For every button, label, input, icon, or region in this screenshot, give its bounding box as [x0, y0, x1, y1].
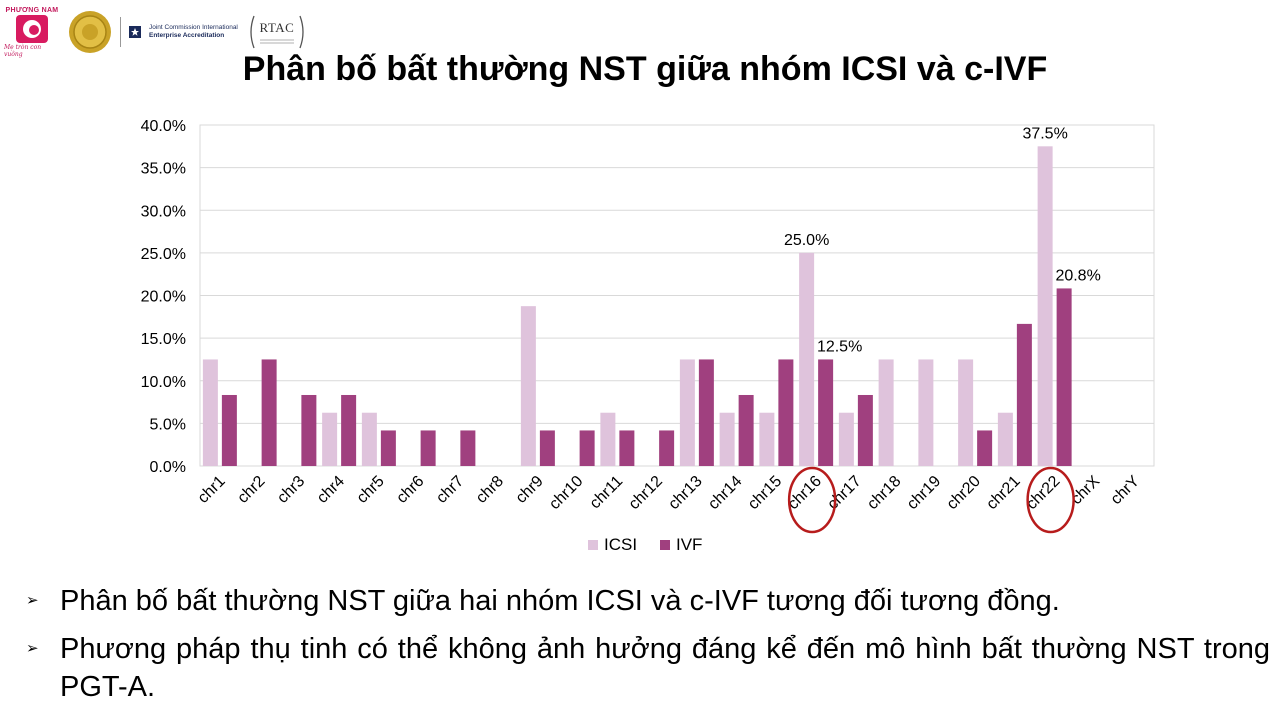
x-tick-label: chr6	[393, 473, 427, 507]
bar-icsi-chr9	[520, 306, 536, 466]
highlight-circle	[787, 466, 837, 534]
x-tick-label: chr4	[314, 473, 348, 507]
bar-ivf-chr16	[818, 359, 834, 466]
y-tick-label: 10.0%	[141, 374, 186, 391]
bullet-text: Phương pháp thụ tinh có thể không ảnh hư…	[60, 633, 1270, 703]
header-logos: PHƯƠNG NAM Mẹ tròn con vuông Joint Commi…	[4, 4, 308, 60]
jci-star-icon	[129, 26, 141, 38]
data-label: 37.5%	[1022, 125, 1067, 142]
bar-icsi-chr20	[958, 359, 974, 466]
y-tick-label: 30.0%	[141, 203, 186, 220]
legend-label: IVF	[676, 535, 702, 554]
bar-icsi-chr15	[759, 412, 775, 466]
x-tick-label: chr13	[665, 473, 705, 513]
jci-line1: Joint Commission International	[149, 24, 238, 31]
legend-swatch-icsi	[588, 540, 598, 550]
y-tick-label: 35.0%	[141, 161, 186, 178]
bar-ivf-chr17	[857, 394, 873, 466]
data-label: 12.5%	[817, 338, 862, 355]
bar-icsi-chr11	[600, 412, 616, 466]
x-tick-label: chr20	[944, 473, 984, 513]
x-tick-label: chr14	[705, 473, 745, 513]
bar-icsi-chr21	[997, 412, 1013, 466]
logo-divider	[120, 17, 121, 47]
y-tick-label: 25.0%	[141, 246, 186, 263]
bar-ivf-chr11	[619, 430, 635, 466]
rtac-emblem-icon	[250, 15, 304, 49]
bar-icsi-chr17	[838, 412, 854, 466]
data-label: 20.8%	[1055, 267, 1100, 284]
rtac-logo: RTAC	[246, 10, 308, 54]
x-tick-label: chr19	[904, 473, 944, 513]
x-tick-label: chr21	[983, 473, 1023, 513]
bar-icsi-chr5	[361, 412, 377, 466]
bar-ivf-chr9	[539, 430, 555, 466]
y-tick-label: 40.0%	[141, 118, 186, 135]
bullet-item: ➢ Phân bố bất thường NST giữa hai nhóm I…	[26, 582, 1270, 620]
bar-ivf-chr4	[341, 394, 357, 466]
phuong-nam-tagline: Mẹ tròn con vuông	[4, 43, 42, 58]
x-tick-label: chr12	[626, 473, 666, 513]
jci-accreditation-text: Joint Commission International Enterpris…	[149, 24, 238, 40]
x-tick-label: chr7	[433, 473, 467, 507]
legend-swatch-ivf	[660, 540, 670, 550]
x-tick-label: chrY	[1108, 473, 1144, 509]
x-tick-label: chr8	[473, 473, 507, 507]
x-tick-label: chr2	[234, 473, 268, 507]
bar-ivf-chr3	[301, 394, 317, 466]
bar-icsi-chr18	[878, 359, 894, 466]
phuong-nam-logo-text: PHƯƠNG NAM	[5, 6, 59, 14]
jci-gold-seal-icon	[69, 11, 111, 53]
phuong-nam-emblem-icon	[16, 14, 48, 43]
bar-ivf-chr6	[420, 430, 436, 466]
x-tick-label: chr5	[354, 473, 388, 507]
y-tick-label: 5.0%	[150, 416, 186, 433]
bullet-list: ➢ Phân bố bất thường NST giữa hai nhóm I…	[26, 582, 1270, 716]
bar-ivf-chr12	[659, 430, 675, 466]
x-tick-label: chr3	[274, 473, 308, 507]
rtac-text: RTAC	[259, 20, 295, 35]
bar-ivf-chr21	[1016, 323, 1032, 466]
legend-label: ICSI	[604, 535, 637, 554]
bar-ivf-chr1	[221, 394, 237, 466]
phuong-nam-logo: PHƯƠNG NAM Mẹ tròn con vuông	[4, 7, 60, 58]
x-tick-label: chr11	[587, 473, 627, 513]
highlight-circle	[1026, 466, 1075, 534]
bar-ivf-chr2	[261, 359, 277, 466]
bar-ivf-chr14	[738, 394, 754, 466]
bar-icsi-chr19	[918, 359, 934, 466]
bullet-item: ➢ Phương pháp thụ tinh có thể không ảnh …	[26, 630, 1270, 706]
bullet-text: Phân bố bất thường NST giữa hai nhóm ICS…	[60, 585, 1060, 617]
data-label: 25.0%	[784, 232, 829, 249]
bar-ivf-chr10	[579, 430, 595, 466]
arrow-bullet-icon: ➢	[26, 592, 39, 609]
bar-icsi-chr13	[679, 359, 695, 466]
bar-ivf-chr20	[977, 430, 993, 466]
bar-ivf-chr5	[380, 430, 396, 466]
bar-chart: 0.0% 5.0% 10.0% 15.0% 20.0% 25.0% 30.0% 35.0% 40…	[141, 118, 1155, 554]
bar-ivf-chr15	[778, 359, 794, 466]
x-tick-label: chr10	[546, 473, 586, 513]
bar-icsi-chr14	[719, 412, 735, 466]
bar-icsi-chr4	[322, 412, 338, 466]
bar-ivf-chr13	[698, 359, 714, 466]
y-tick-label: 15.0%	[141, 331, 186, 348]
bar-ivf-chr7	[460, 430, 476, 466]
bar-icsi-chr16	[799, 252, 815, 466]
y-tick-label: 0.0%	[150, 459, 186, 476]
y-tick-label: 20.0%	[141, 289, 186, 306]
x-tick-label: chr1	[195, 473, 229, 507]
bar-ivf-chr22	[1056, 288, 1072, 466]
bar-icsi-chr1	[202, 359, 218, 466]
arrow-bullet-icon: ➢	[26, 640, 39, 657]
x-tick-label: chr9	[513, 473, 547, 507]
x-tick-label: chr18	[864, 473, 904, 513]
jci-line2: Enterprise Accreditation	[149, 32, 225, 39]
x-tick-label: chr15	[745, 473, 785, 513]
slide-title: Phân bố bất thường NST giữa nhóm ICSI và…	[242, 50, 1048, 88]
bar-icsi-chr22	[1037, 146, 1053, 466]
